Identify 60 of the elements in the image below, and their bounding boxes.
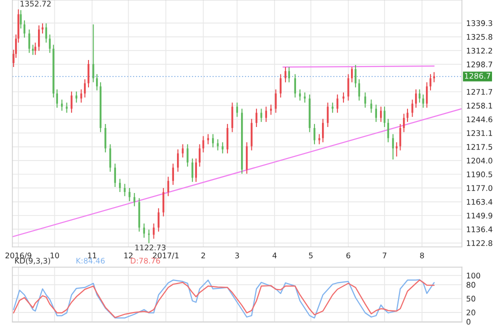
candlestick xyxy=(118,178,121,193)
candlestick xyxy=(96,74,98,91)
candlestick xyxy=(114,163,116,188)
candlestick xyxy=(411,99,414,118)
candlestick xyxy=(177,148,179,172)
candlestick xyxy=(148,229,150,244)
candlestick xyxy=(186,144,188,168)
candlestick xyxy=(158,208,160,232)
candlestick xyxy=(402,113,405,133)
candlestick xyxy=(226,123,228,154)
candlestick xyxy=(42,22,44,34)
candlestick xyxy=(433,72,435,83)
candlestick xyxy=(88,59,90,88)
candlestick xyxy=(222,142,224,154)
candlestick xyxy=(34,42,36,56)
candlestick xyxy=(84,78,86,98)
candlestick xyxy=(314,123,316,145)
candlestick xyxy=(342,92,344,104)
candlestick xyxy=(351,66,353,83)
candlestick xyxy=(332,102,334,114)
candlestick xyxy=(322,118,324,143)
candlestick xyxy=(384,106,386,128)
candlestick xyxy=(250,118,253,151)
candlestick xyxy=(336,94,338,114)
candlestick xyxy=(172,163,174,186)
candlestick xyxy=(195,158,197,182)
candlestick xyxy=(162,187,164,217)
candlestick xyxy=(256,108,258,128)
candlestick xyxy=(70,90,72,114)
candlestick xyxy=(284,66,286,83)
candlestick xyxy=(270,104,272,116)
candlestick xyxy=(299,88,301,102)
candlestick xyxy=(375,104,377,122)
candlestick xyxy=(265,106,268,122)
candlestick xyxy=(288,66,290,83)
candlestick xyxy=(207,134,210,145)
candlestick xyxy=(280,74,282,98)
candlestick xyxy=(418,88,420,104)
candlestick xyxy=(392,134,394,160)
candlestick xyxy=(56,88,58,108)
candlestick xyxy=(396,142,398,157)
candlestick xyxy=(24,20,26,38)
candlestick xyxy=(128,187,130,202)
candlestick xyxy=(60,99,63,112)
candlestick xyxy=(380,106,382,122)
candlestick xyxy=(430,74,432,91)
candlestick xyxy=(426,82,428,108)
candlestick xyxy=(143,223,145,238)
candlestick xyxy=(38,24,40,52)
candlestick xyxy=(192,158,194,182)
candlestick xyxy=(133,192,136,207)
candlestick xyxy=(415,88,417,108)
candlestick xyxy=(236,102,238,118)
candlestick xyxy=(75,90,78,104)
candlestick xyxy=(294,74,296,98)
candlestick xyxy=(406,108,408,122)
candlestick xyxy=(32,44,34,56)
candlestick xyxy=(354,64,356,88)
candlestick xyxy=(104,123,106,153)
candlestick xyxy=(212,134,214,148)
